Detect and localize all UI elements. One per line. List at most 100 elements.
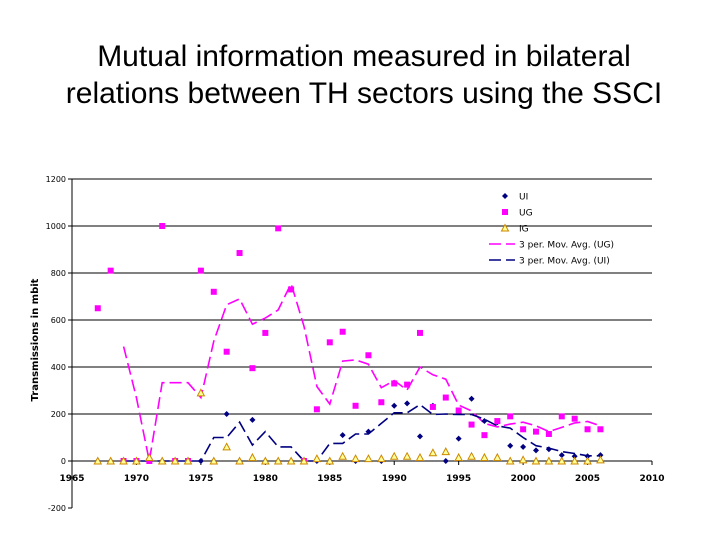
y-tick-label: 1200: [46, 175, 66, 184]
data-point-ig: [196, 388, 206, 397]
data-point-ug: [468, 421, 475, 428]
data-point-ug: [584, 426, 591, 433]
data-point-ig: [544, 456, 554, 465]
data-point-ug: [558, 413, 565, 420]
data-point-ig: [415, 452, 425, 461]
x-tick-label: 2005: [575, 474, 600, 484]
data-point-ig: [402, 451, 412, 460]
data-point-ui: [507, 442, 514, 449]
data-point-ig: [183, 456, 193, 465]
legend-label: 3 per. Mov. Avg. (UI): [519, 257, 610, 267]
data-point-ig: [454, 452, 464, 461]
data-point-ug: [262, 329, 269, 336]
data-point-ui: [223, 411, 230, 417]
slide-title-line-2: relations between TH sectors using the S…: [65, 77, 663, 110]
x-tick-label: 1995: [446, 474, 471, 484]
legend-label: UI: [519, 193, 528, 203]
data-point-ig: [119, 456, 128, 465]
x-tick-label: 1965: [59, 474, 84, 484]
data-point-ug: [365, 352, 372, 359]
series-line-ug-mov-avg: [122, 281, 601, 462]
data-point-ui: [481, 418, 488, 425]
data-point-ug: [236, 250, 243, 257]
data-point-ug: [507, 413, 514, 420]
data-point-ig: [209, 456, 219, 465]
data-point-ui: [417, 433, 423, 440]
data-point-ug: [210, 288, 217, 295]
data-point-ig: [428, 448, 438, 457]
slide-title-line-1: Mutual information measured in bilateral: [97, 40, 631, 73]
data-point-ug: [442, 394, 449, 401]
data-point-ug: [571, 415, 578, 422]
data-point-ig: [312, 454, 322, 463]
data-point-ui: [249, 416, 256, 423]
data-point-ug: [326, 339, 333, 346]
data-point-ug: [352, 402, 359, 409]
data-point-ig: [286, 456, 296, 465]
slide-title: Mutual information measured in bilateral…: [0, 38, 728, 112]
x-tick-label: 1980: [253, 474, 278, 484]
data-point-ig: [248, 452, 257, 461]
data-points: [93, 223, 605, 465]
data-point-ug: [429, 403, 436, 410]
series-line-ui-mov-avg: [123, 403, 601, 462]
data-point-ig: [260, 456, 270, 465]
legend: UI UG IG 3 per. Mov. Avg. (UG) 3 per. Mov. A…: [489, 193, 614, 267]
data-point-ui: [597, 452, 604, 459]
x-tick-label: 2010: [639, 474, 664, 484]
legend-label: IG: [519, 225, 529, 235]
data-point-ui: [455, 435, 462, 442]
x-tick-label: 1975: [188, 474, 213, 484]
data-point-ug: [481, 432, 488, 439]
data-point-ui: [571, 453, 578, 460]
data-point-ui: [404, 400, 411, 407]
data-point-ig: [557, 456, 567, 465]
y-tick-label: 800: [51, 269, 66, 278]
data-point-ig: [222, 442, 232, 451]
data-point-ui: [584, 453, 591, 460]
data-point-ig: [492, 452, 502, 461]
data-point-ug: [545, 430, 552, 437]
data-point-ig: [325, 456, 335, 465]
y-tick-label: 600: [51, 316, 66, 325]
y-tick-label: 200: [51, 410, 66, 419]
data-point-ig: [170, 456, 180, 465]
data-point-ig: [157, 456, 167, 465]
data-point-ug: [533, 428, 539, 435]
data-point-ig: [273, 456, 283, 465]
data-point-ug: [146, 458, 153, 464]
data-point-ui: [365, 428, 372, 435]
data-point-ig: [518, 455, 528, 464]
data-point-ug: [249, 365, 256, 372]
data-point-ig: [467, 451, 476, 460]
data-point-ui: [197, 458, 204, 464]
data-point-ig: [235, 456, 244, 465]
legend-label: 3 per. Mov. Avg. (UG): [519, 241, 614, 251]
data-point-ug: [197, 267, 204, 274]
data-point-ig: [106, 456, 116, 465]
data-point-ig: [389, 451, 399, 460]
y-tick-label: 0: [61, 457, 66, 466]
data-point-ug: [223, 348, 230, 355]
data-point-ug: [378, 399, 385, 406]
data-point-ug: [417, 329, 423, 336]
axes: -200 0 200 400 600 800 1000 1200 1965 1970 1975 198…: [46, 175, 665, 513]
data-point-ui: [468, 395, 475, 402]
data-point-ug: [339, 328, 346, 335]
data-point-ui: [533, 447, 539, 454]
data-point-ui: [339, 432, 346, 439]
data-point-ig: [596, 455, 605, 464]
data-point-ig: [93, 456, 103, 465]
data-point-ig: [480, 452, 489, 461]
data-point-ug: [288, 286, 295, 293]
data-point-ug: [494, 418, 501, 425]
data-point-ug: [313, 406, 320, 413]
legend-marker-ui: [502, 193, 508, 199]
data-point-ig: [144, 452, 154, 461]
data-point-ug: [455, 407, 462, 414]
data-point-ig: [132, 456, 141, 465]
legend-marker-ug: [502, 209, 508, 215]
data-point-ui: [442, 458, 449, 464]
legend-marker-ig: [500, 223, 510, 232]
